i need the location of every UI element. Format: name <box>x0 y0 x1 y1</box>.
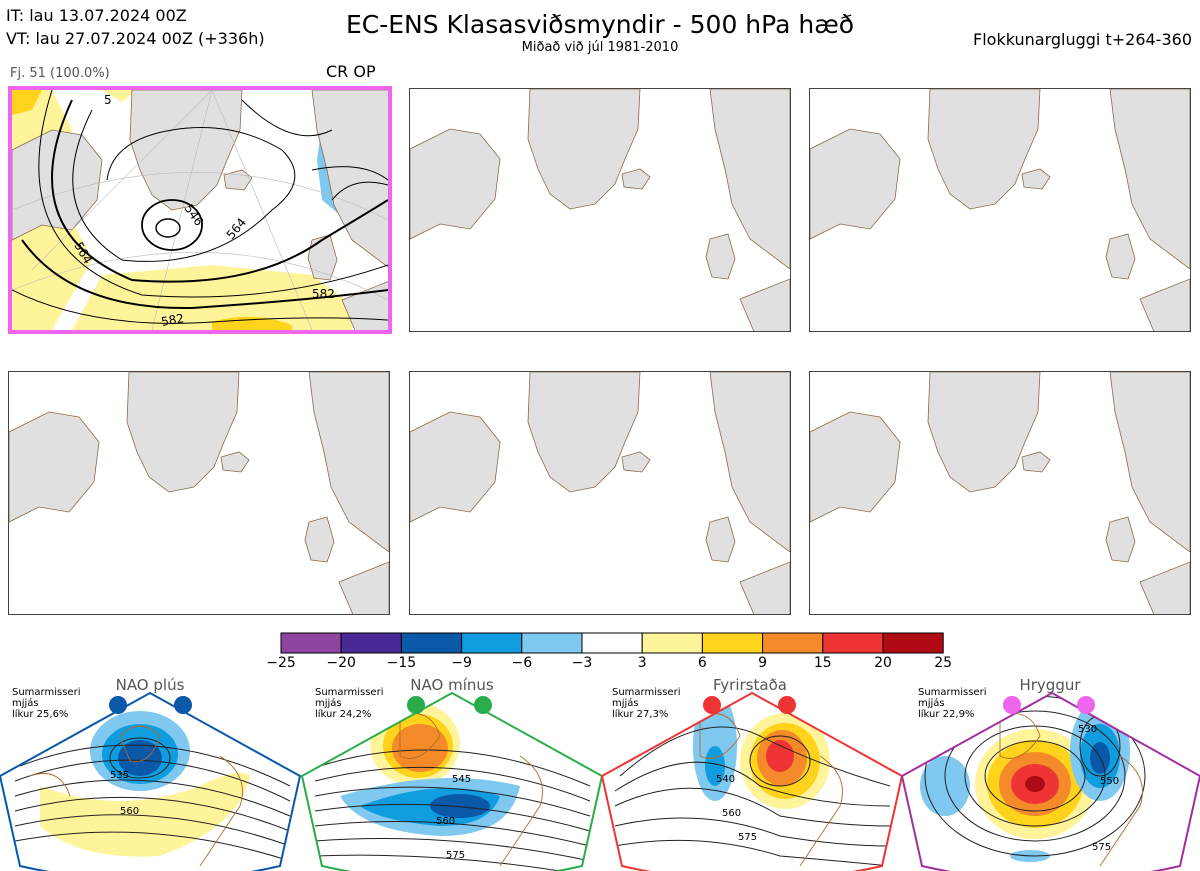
member-count: Fj. 51 (100.0%) <box>10 66 110 81</box>
colorbar <box>280 632 944 654</box>
cluster-panel-3[interactable] <box>809 88 1191 332</box>
contour-label: 5 <box>104 93 112 107</box>
regime-contour-label: 535 <box>110 770 129 781</box>
regime-map-nao-plus <box>0 693 300 871</box>
regime-contour-label: 540 <box>716 774 735 785</box>
regime-info-nao-minus: Sumarmisseri mjjás líkur 24,2% <box>315 687 384 720</box>
regime-dot-blocking <box>778 696 796 714</box>
colorbar-tick: −9 <box>451 655 472 671</box>
regime-contour-label: 545 <box>452 774 471 785</box>
regime-contour-label: 530 <box>1078 724 1097 735</box>
cluster-map-5 <box>410 372 790 614</box>
colorbar-tick: 25 <box>934 655 953 671</box>
regime-diagrams: 535 560 545 560 575 540 560 575 530 550 … <box>0 691 1200 871</box>
colorbar-tick: 15 <box>813 655 832 671</box>
regime-contour-label: 550 <box>1100 776 1119 787</box>
valid-time: VT: lau 27.07.2024 00Z (+336h) <box>6 29 265 48</box>
regime-dot-blocking <box>703 696 721 714</box>
regime-title-nao-plus: NAO plús <box>115 676 185 694</box>
cluster-map-2 <box>410 89 790 331</box>
colorbar-tick: −15 <box>386 655 417 671</box>
colorbar-tick: 9 <box>758 655 768 671</box>
colorbar-swatch <box>340 632 402 654</box>
cluster-map-6 <box>810 372 1190 614</box>
colorbar-swatch <box>581 632 643 654</box>
regime-contour-label: 560 <box>436 816 455 827</box>
colorbar-tick: 6 <box>697 655 707 671</box>
regime-dot-ridge <box>1003 696 1021 714</box>
regime-dot-nao-minus <box>474 696 492 714</box>
cluster-map-3 <box>810 89 1190 331</box>
regime-title-ridge: Hryggur <box>1019 676 1081 694</box>
page-title: EC-ENS Klasasviðsmyndir - 500 hPa hæð <box>345 10 855 39</box>
regime-dot-ridge <box>1077 696 1095 714</box>
regime-title-nao-minus: NAO mínus <box>410 676 494 694</box>
regime-dot-nao-minus <box>407 696 425 714</box>
colorbar-swatch <box>521 632 583 654</box>
colorbar-tick: 3 <box>637 655 647 671</box>
cluster-panel-1[interactable]: 546 564 564 582 582 5 <box>8 86 392 334</box>
regime-contour-label: 575 <box>1092 842 1111 853</box>
classification-window: Flokkunargluggi t+264-360 <box>973 30 1192 49</box>
cluster-panel-4[interactable] <box>8 371 390 615</box>
colorbar-swatch <box>701 632 764 654</box>
regime-title-blocking: Fyrirstaða <box>713 676 787 694</box>
header-dates: IT: lau 13.07.2024 00Z VT: lau 27.07.202… <box>6 4 265 50</box>
regime-info-ridge: Sumarmisseri mjjás líkur 22,9% <box>918 687 987 720</box>
cluster-map-4 <box>9 372 389 614</box>
colorbar-swatch <box>822 632 884 654</box>
colorbar-swatch <box>641 632 703 654</box>
colorbar-swatch <box>400 632 463 654</box>
regime-contour-label: 575 <box>446 850 465 861</box>
regime-contour-label: 575 <box>738 832 757 843</box>
colorbar-swatch <box>280 632 342 654</box>
colorbar-tick: −25 <box>266 655 296 671</box>
colorbar-swatch <box>882 632 944 654</box>
init-time: IT: lau 13.07.2024 00Z <box>6 6 187 25</box>
contour-label: 582 <box>312 287 335 301</box>
cr-op-label: CR OP <box>326 62 376 81</box>
colorbar-swatch <box>461 632 523 654</box>
page-subtitle: Miðað við júl 1981-2010 <box>521 40 679 55</box>
cluster-map-1: 546 564 564 582 582 5 <box>12 90 388 330</box>
cluster-panel-5[interactable] <box>409 371 791 615</box>
regime-map-nao-minus <box>302 693 602 871</box>
colorbar-tick: 20 <box>874 655 892 671</box>
contour-label: 564 <box>224 215 249 242</box>
colorbar-tick: −6 <box>511 655 533 671</box>
regime-dot-nao-plus <box>174 696 192 714</box>
cluster-panel-6[interactable] <box>809 371 1191 615</box>
cluster-panel-2[interactable] <box>409 88 791 332</box>
regime-info-blocking: Sumarmisseri mjjás líkur 27,3% <box>612 687 681 720</box>
regime-info-nao-plus: Sumarmisseri mjjás líkur 25,6% <box>12 687 81 720</box>
colorbar-swatch <box>762 632 824 654</box>
regime-contour-label: 560 <box>120 806 139 817</box>
colorbar-tick: −3 <box>571 655 593 671</box>
regime-dot-nao-plus <box>109 696 127 714</box>
contour-label: 582 <box>160 311 185 329</box>
colorbar-tick: −20 <box>326 655 356 671</box>
regime-contour-label: 560 <box>722 808 741 819</box>
